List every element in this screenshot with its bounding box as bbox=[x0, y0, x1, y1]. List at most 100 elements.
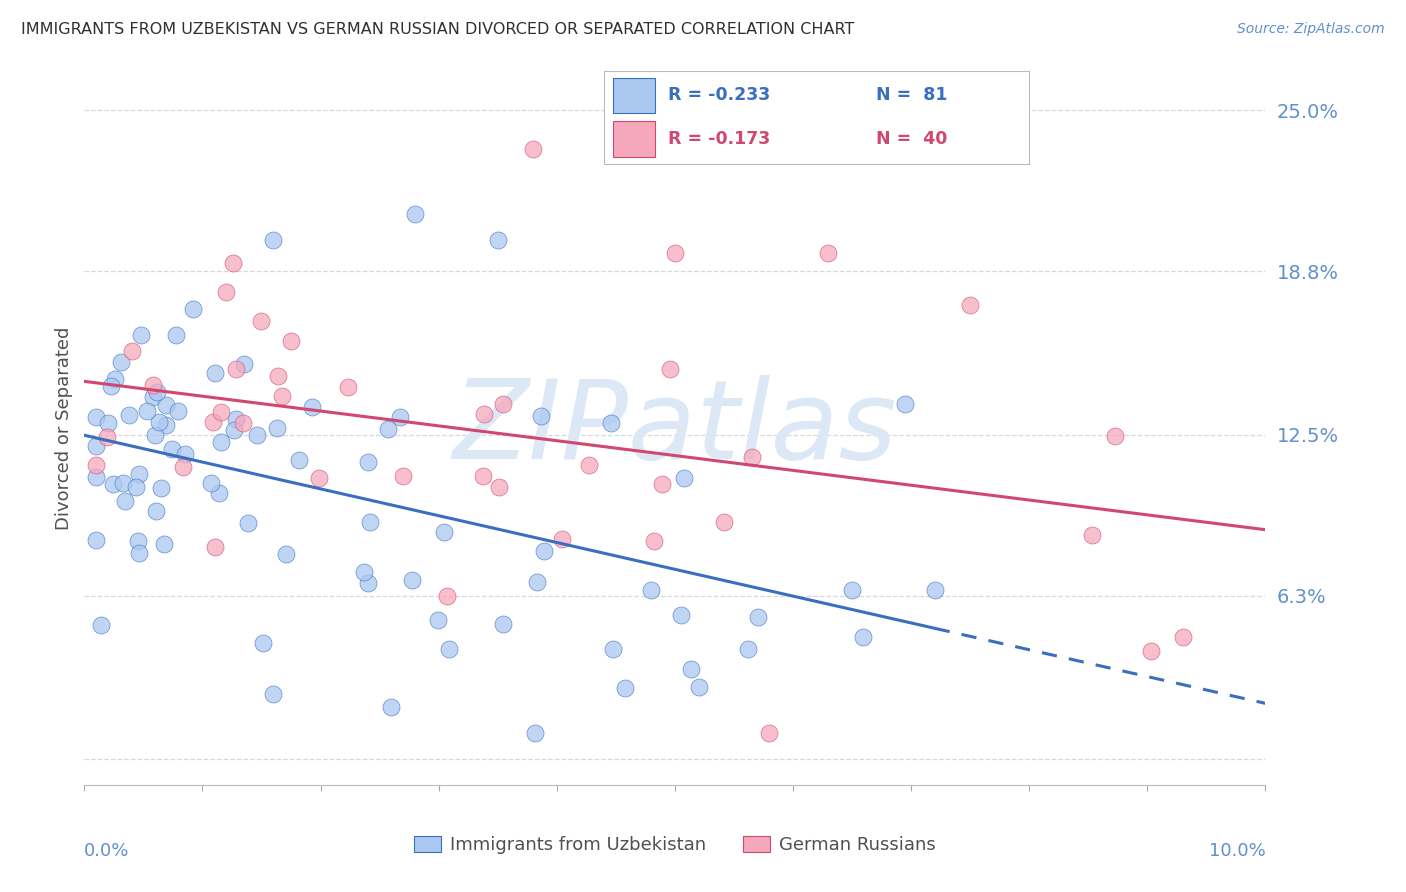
Point bbox=[959, 298, 981, 312]
Point bbox=[145, 504, 167, 518]
Point bbox=[204, 367, 226, 381]
Point bbox=[101, 476, 124, 491]
Point bbox=[1140, 644, 1163, 658]
Point bbox=[209, 405, 232, 419]
Point bbox=[97, 416, 120, 430]
Point bbox=[522, 142, 544, 156]
Point bbox=[578, 458, 600, 472]
Point bbox=[427, 614, 450, 628]
Point bbox=[136, 403, 159, 417]
Point bbox=[222, 256, 245, 270]
Point bbox=[658, 362, 681, 376]
Point bbox=[125, 480, 148, 494]
Point bbox=[155, 418, 177, 433]
Point bbox=[404, 207, 426, 221]
Point bbox=[262, 687, 284, 701]
Point bbox=[204, 540, 226, 554]
Point bbox=[173, 447, 195, 461]
Point bbox=[100, 379, 122, 393]
Point bbox=[688, 680, 710, 694]
Point bbox=[104, 372, 127, 386]
Point bbox=[301, 401, 323, 415]
Point bbox=[225, 412, 247, 426]
Point bbox=[84, 458, 107, 472]
Point bbox=[118, 408, 141, 422]
Point bbox=[225, 362, 247, 376]
Point bbox=[817, 246, 839, 260]
Point bbox=[437, 642, 460, 657]
Point bbox=[651, 476, 673, 491]
Point bbox=[741, 450, 763, 464]
Point bbox=[471, 468, 494, 483]
Legend: Immigrants from Uzbekistan, German Russians: Immigrants from Uzbekistan, German Russi… bbox=[415, 836, 935, 855]
Point bbox=[267, 369, 290, 384]
Point bbox=[145, 427, 167, 442]
Point bbox=[377, 422, 399, 436]
Point bbox=[96, 430, 118, 444]
Point bbox=[640, 583, 662, 598]
Text: 10.0%: 10.0% bbox=[1209, 842, 1265, 860]
Point bbox=[357, 455, 380, 469]
Point bbox=[129, 328, 152, 343]
Point bbox=[238, 516, 260, 530]
Point bbox=[266, 421, 288, 435]
Point bbox=[165, 328, 187, 343]
Point bbox=[713, 516, 735, 530]
Point bbox=[1171, 630, 1194, 644]
Point bbox=[128, 467, 150, 481]
Point bbox=[128, 546, 150, 560]
Point bbox=[673, 471, 696, 485]
Point bbox=[252, 636, 274, 650]
Point bbox=[142, 377, 165, 392]
Point bbox=[90, 617, 112, 632]
Point bbox=[492, 397, 515, 411]
Point bbox=[600, 417, 623, 431]
Point bbox=[551, 533, 574, 547]
Point bbox=[181, 302, 204, 317]
Point bbox=[433, 524, 456, 539]
Point bbox=[526, 574, 548, 589]
Point bbox=[492, 617, 515, 632]
Point bbox=[758, 726, 780, 740]
Point bbox=[472, 407, 495, 421]
Point bbox=[308, 471, 330, 485]
Point bbox=[524, 726, 547, 740]
Point bbox=[530, 409, 553, 423]
Point bbox=[436, 590, 458, 604]
Point bbox=[200, 475, 222, 490]
Point bbox=[111, 476, 134, 491]
Point bbox=[643, 534, 665, 549]
Point bbox=[533, 544, 555, 558]
Point bbox=[679, 662, 702, 676]
Point bbox=[141, 390, 163, 404]
Point bbox=[488, 480, 510, 494]
Point bbox=[1104, 429, 1126, 443]
Point bbox=[389, 410, 412, 425]
Point bbox=[359, 516, 381, 530]
Point bbox=[224, 423, 246, 437]
Point bbox=[231, 416, 253, 430]
Point bbox=[153, 537, 176, 551]
Point bbox=[209, 434, 232, 449]
Point bbox=[246, 428, 269, 442]
Point bbox=[669, 607, 692, 622]
Point bbox=[110, 354, 132, 368]
Point bbox=[288, 453, 311, 467]
Point bbox=[353, 566, 375, 580]
Point bbox=[924, 583, 946, 598]
Point bbox=[274, 547, 297, 561]
Point bbox=[614, 681, 637, 695]
Point bbox=[356, 576, 378, 591]
Point bbox=[747, 609, 769, 624]
Point bbox=[127, 534, 149, 549]
Point bbox=[233, 357, 256, 371]
Text: ZIPatlas: ZIPatlas bbox=[453, 375, 897, 482]
Point bbox=[84, 410, 107, 425]
Point bbox=[146, 384, 169, 399]
Point bbox=[172, 460, 194, 475]
Point bbox=[841, 583, 863, 598]
Point bbox=[201, 416, 224, 430]
Point bbox=[271, 389, 294, 403]
Point bbox=[1081, 527, 1104, 541]
Point bbox=[262, 233, 284, 247]
